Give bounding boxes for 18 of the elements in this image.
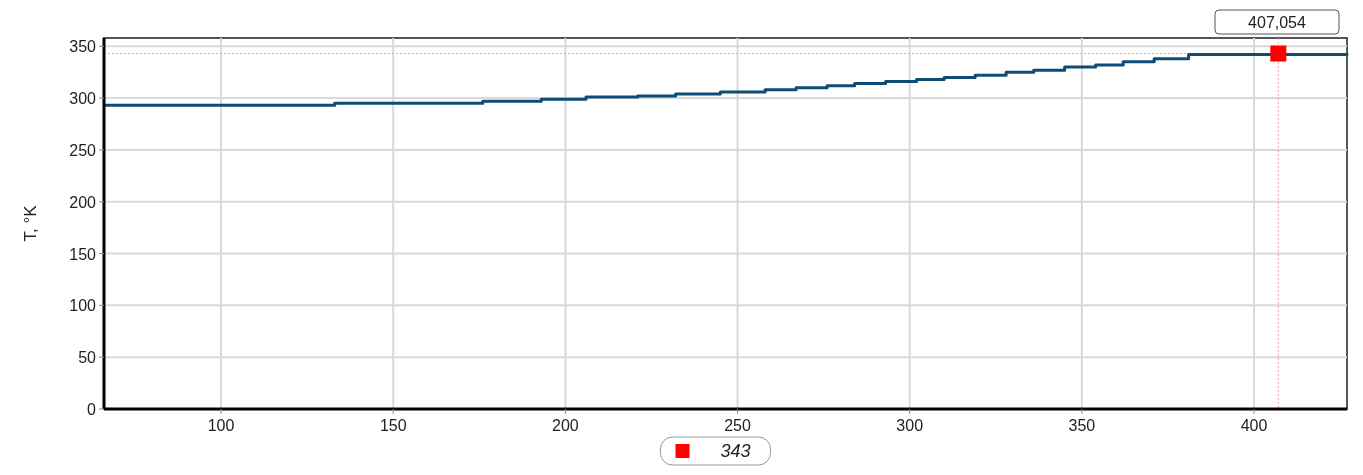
- x-tick-label: 200: [552, 417, 579, 434]
- y-tick-label: 0: [87, 401, 97, 418]
- text: 343: [720, 441, 751, 461]
- x-tick-label: 150: [379, 417, 407, 434]
- x-tick-label: 400: [1240, 417, 1268, 434]
- x-tick-label: 350: [1068, 417, 1096, 434]
- y-tick-label: 150: [69, 245, 97, 263]
- y-tick-label: 300: [69, 90, 97, 108]
- x-tick-label: 100: [207, 417, 235, 434]
- ref-line-label: 407,054: [1248, 14, 1307, 31]
- y-tick-label: 50: [78, 349, 97, 367]
- x-tick-label: 250: [724, 417, 751, 434]
- y-tick-label: 350: [69, 38, 97, 56]
- y-tick-label: 200: [69, 193, 97, 211]
- y-tick-label: 250: [69, 141, 97, 159]
- x-tick-label: 300: [896, 417, 924, 434]
- y-tick-label: 100: [69, 297, 97, 315]
- y-axis-title: T, °K: [21, 204, 40, 242]
